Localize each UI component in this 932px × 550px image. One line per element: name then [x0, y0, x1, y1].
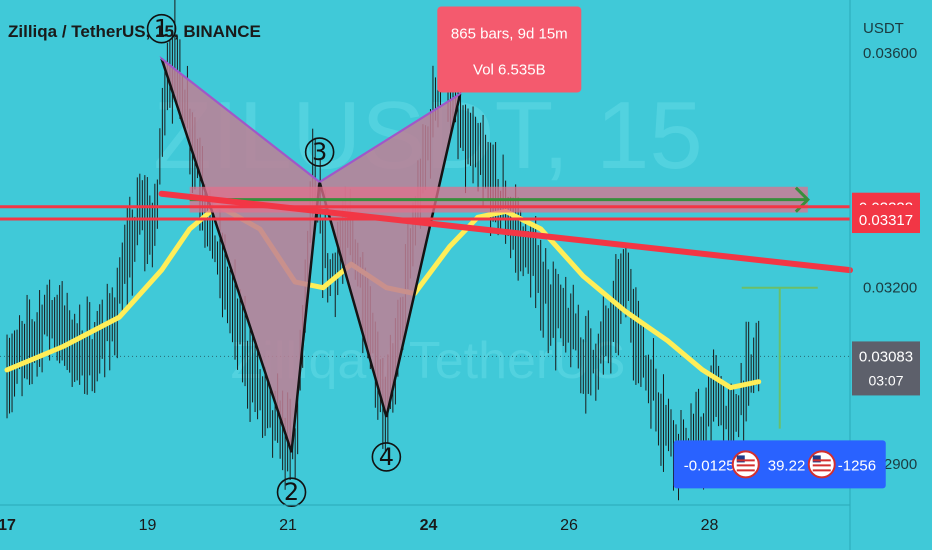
symbol-title[interactable]: Zilliqa / TetherUS, 15, BINANCE: [8, 22, 261, 41]
bars-info-line2: Vol 6.535B: [473, 61, 546, 78]
last-price-label-bg: [852, 341, 920, 396]
price-tick-label: 0.03200: [863, 280, 917, 297]
time-tick-label: 24: [420, 517, 438, 534]
flag-icon-canton-2: [812, 455, 821, 463]
wave-label-circle-1: [146, 13, 177, 44]
price-label-value[interactable]: 0.03317: [859, 212, 913, 229]
last-price-label-value[interactable]: 0.03083: [859, 348, 913, 365]
wave-label-3: 3: [312, 138, 327, 166]
measure-tag: [673, 440, 886, 489]
flag-icon-canton-1: [736, 455, 745, 463]
wave-label-4: 4: [379, 443, 394, 471]
plot-area[interactable]: 12345: [0, 0, 853, 507]
time-tick-label: 19: [139, 517, 157, 534]
measure-tag-left: -0.0125: [684, 457, 735, 474]
time-tick-label: 28: [701, 517, 719, 534]
overlay-layer: 865 bars, 9d 15m Vol 6.535B -0.0125 39.22 -1…: [437, 6, 886, 489]
descending-trend-line[interactable]: [158, 190, 853, 274]
axis-layer[interactable]: 0.036000.032000.029000.033380.033170.030…: [0, 45, 920, 534]
price-tick-label: 0.03600: [863, 45, 917, 62]
bar-countdown-label: 03:07: [868, 372, 903, 388]
harmonic-edge-xb: [160, 57, 321, 183]
time-tick-label: 26: [560, 517, 578, 534]
price-label-bg: [852, 205, 920, 234]
wave-label-circle-4: [371, 442, 402, 472]
wave-label-circle-3: [304, 137, 335, 167]
wave-label-circle-2: [276, 477, 307, 507]
price-axis-unit: USDT: [863, 20, 904, 37]
harmonic-edge-bd: [319, 93, 461, 183]
bars-info-line1: 865 bars, 9d 15m: [451, 25, 568, 42]
bars-info-tag: [437, 6, 582, 93]
wave-label-1: 1: [154, 15, 169, 43]
time-tick-label: 17: [0, 517, 16, 534]
measure-tag-middle: 39.22: [768, 457, 806, 474]
time-tick-label: 21: [279, 517, 297, 534]
measure-tag-right: -1256: [838, 457, 876, 474]
wave-label-2: 2: [284, 478, 299, 506]
